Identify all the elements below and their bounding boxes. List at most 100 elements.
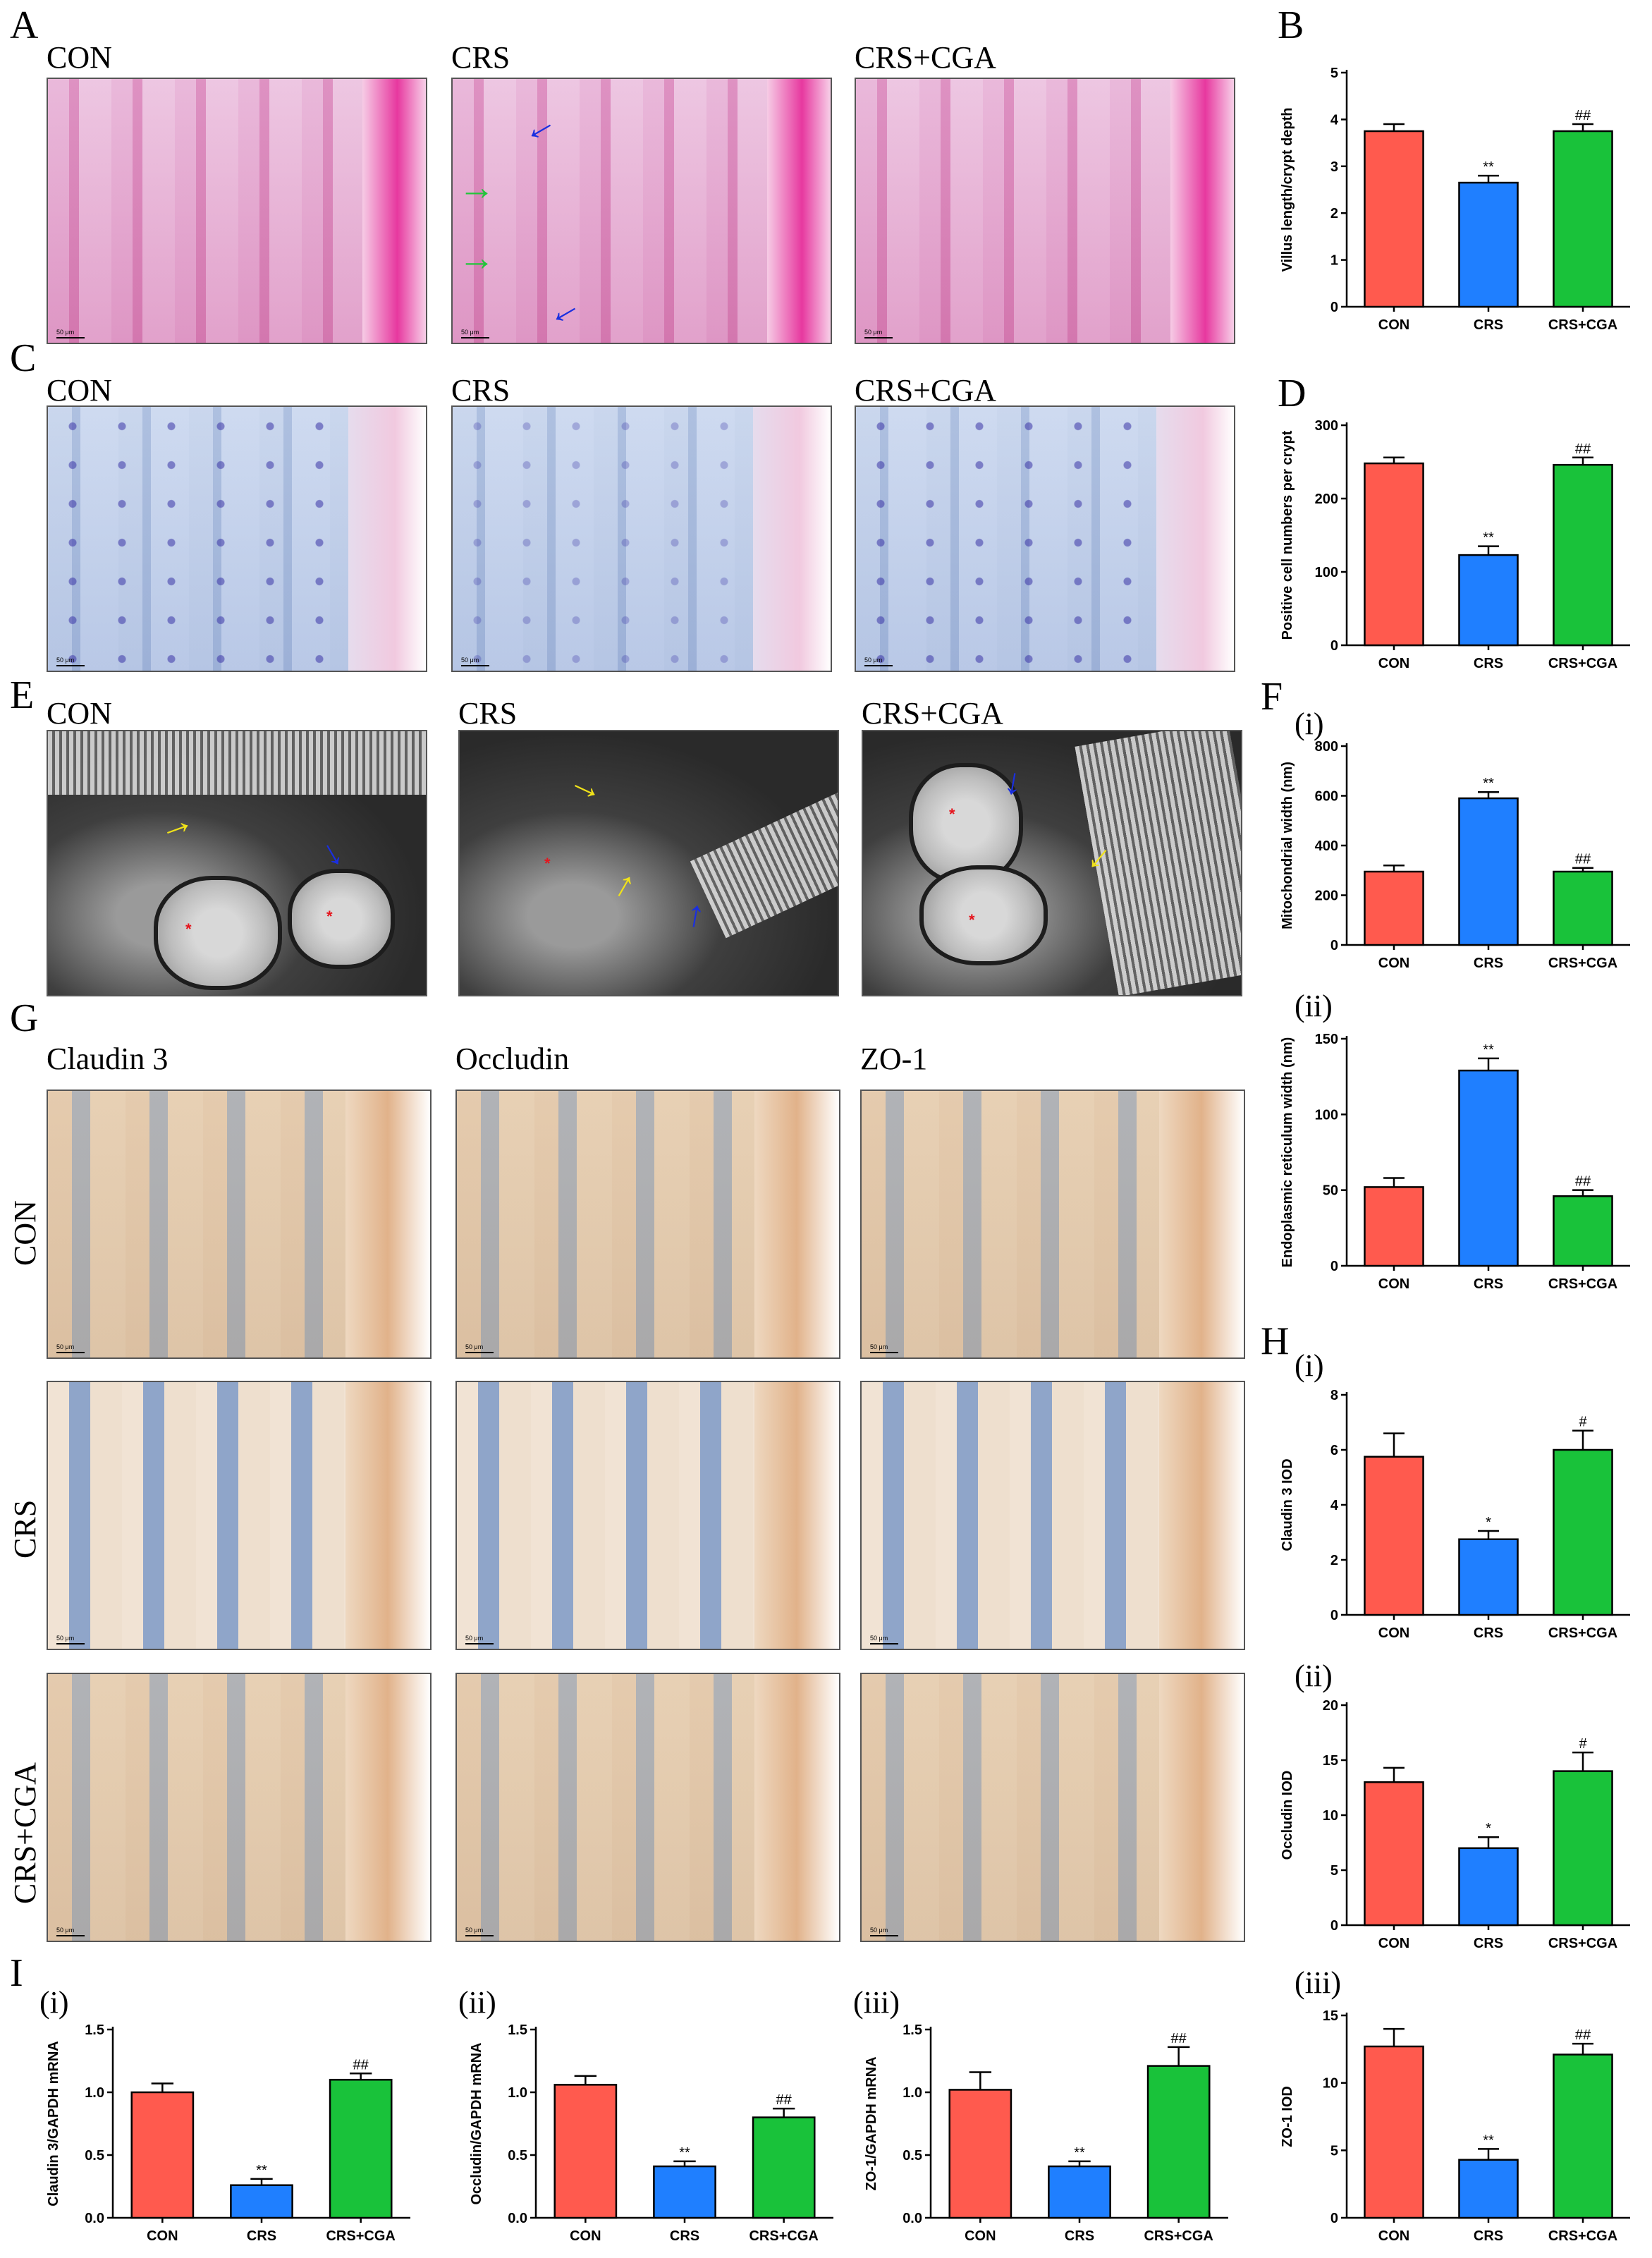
sublabel-i-iii: (iii) bbox=[853, 1985, 900, 2020]
significance-label: ## bbox=[1575, 2027, 1591, 2043]
bar bbox=[1364, 1186, 1424, 1267]
bar bbox=[1458, 1538, 1519, 1616]
bar bbox=[1553, 1448, 1613, 1616]
y-tick-label: 0.5 bbox=[85, 2148, 104, 2164]
row-label-con: CON bbox=[8, 1200, 42, 1266]
caption-a-crscga: CRS+CGA bbox=[855, 40, 996, 75]
y-tick-label: 3 bbox=[1330, 159, 1338, 175]
significance-label: ** bbox=[679, 2145, 690, 2161]
scale-bar: 50 μm bbox=[56, 657, 85, 666]
y-tick-label: 50 bbox=[1323, 1183, 1338, 1199]
pas-image-crs: 50 μm bbox=[451, 405, 832, 672]
panel-label-f: F bbox=[1261, 675, 1283, 719]
y-tick-label: 8 bbox=[1330, 1388, 1338, 1403]
scale-bar: 50 μm bbox=[870, 1927, 899, 1936]
sublabel-f-i: (i) bbox=[1295, 707, 1324, 741]
ihc-image-con-occludin: 50 μm bbox=[455, 1090, 840, 1359]
y-axis-label: Occludin IOD bbox=[1280, 1771, 1295, 1860]
y-tick-label: 1.0 bbox=[85, 2085, 104, 2101]
y-tick-label: 2 bbox=[1330, 206, 1338, 221]
bar bbox=[1458, 797, 1519, 946]
bar bbox=[653, 2165, 716, 2219]
panel-label-d: D bbox=[1278, 372, 1307, 415]
y-tick-label: 0 bbox=[1330, 300, 1338, 315]
sublabel-h-iii: (iii) bbox=[1295, 1965, 1341, 2000]
bar bbox=[230, 2184, 293, 2219]
x-tick-label: CRS+CGA bbox=[749, 2228, 818, 2244]
y-tick-label: 0.5 bbox=[508, 2148, 527, 2164]
chart-i-iii-zo1-mrna: ZO-1/GAPDH mRNA 0.0 0.5 1.0 1.5 CON ** CRS ## CRS… bbox=[864, 2022, 1228, 2244]
x-tick-label: CRS bbox=[1474, 317, 1503, 333]
y-tick-label: 100 bbox=[1315, 1107, 1338, 1123]
y-tick-label: 0 bbox=[1330, 938, 1338, 953]
significance-label: ## bbox=[1575, 441, 1591, 457]
bar bbox=[1553, 2053, 1613, 2219]
bar bbox=[130, 2091, 195, 2219]
significance-label: ** bbox=[1483, 2132, 1494, 2148]
x-tick-label: CON bbox=[1378, 317, 1409, 333]
y-tick-label: 200 bbox=[1315, 492, 1338, 507]
scale-bar: 50 μm bbox=[870, 1343, 899, 1353]
x-tick-label: CRS bbox=[1474, 656, 1503, 671]
y-tick-label: 800 bbox=[1315, 739, 1338, 755]
bar bbox=[1364, 2045, 1424, 2219]
x-tick-label: CRS bbox=[1474, 2228, 1503, 2244]
y-tick-label: 0 bbox=[1330, 2211, 1338, 2226]
blue-arrow-icon: → bbox=[995, 763, 1043, 807]
x-tick-label: CRS bbox=[1065, 2228, 1094, 2244]
blue-arrow-icon: ← bbox=[536, 281, 589, 336]
y-tick-label: 5 bbox=[1330, 1863, 1338, 1879]
nucleus-marker-icon: * bbox=[544, 855, 551, 872]
sublabel-f-ii: (ii) bbox=[1295, 989, 1333, 1023]
x-tick-label: CRS+CGA bbox=[1548, 1276, 1617, 1292]
bar bbox=[948, 2089, 1012, 2219]
y-axis-label: Mitochondrial width (nm) bbox=[1280, 762, 1295, 929]
ihc-image-con-zo1: 50 μm bbox=[860, 1090, 1245, 1359]
y-axis-label: Villus length/crypt depth bbox=[1280, 108, 1295, 272]
nucleus-marker-icon: * bbox=[969, 911, 975, 929]
x-tick-label: CRS+CGA bbox=[1548, 317, 1617, 333]
chart-f-i-mitochondrial-width: Mitochondrial width (nm) 0 200 400 600 800 CON… bbox=[1280, 739, 1630, 971]
x-tick-label: CON bbox=[1378, 656, 1409, 671]
bar bbox=[1458, 1847, 1519, 1927]
y-tick-label: 5 bbox=[1330, 66, 1338, 81]
scale-bar: 50 μm bbox=[465, 1927, 494, 1936]
x-tick-label: CRS+CGA bbox=[326, 2228, 395, 2244]
bar bbox=[1553, 130, 1613, 308]
x-tick-label: CRS bbox=[1474, 956, 1503, 971]
scale-bar: 50 μm bbox=[465, 1343, 494, 1353]
nucleus-marker-icon: * bbox=[326, 908, 333, 925]
panel-label-h: H bbox=[1261, 1319, 1290, 1363]
chart-h-ii-occludin-iod: Occludin IOD 0 5 10 15 20 CON * CRS # CRS+CGA bbox=[1280, 1698, 1630, 1951]
bar bbox=[1553, 1770, 1613, 1927]
bar bbox=[1553, 1195, 1613, 1267]
caption-a-crs: CRS bbox=[451, 40, 510, 75]
significance-label: ## bbox=[776, 2092, 793, 2108]
caption-e-crs: CRS bbox=[458, 696, 518, 731]
y-tick-label: 1.0 bbox=[508, 2085, 527, 2101]
row-label-crscga: CRS+CGA bbox=[8, 1762, 42, 1904]
x-tick-label: CRS+CGA bbox=[1548, 1625, 1617, 1641]
y-tick-label: 600 bbox=[1315, 789, 1338, 805]
y-axis-label: Claudin 3/GAPDH mRNA bbox=[46, 2041, 61, 2206]
y-axis-label: ZO-1 IOD bbox=[1280, 2086, 1295, 2147]
significance-label: ## bbox=[353, 2057, 369, 2073]
y-tick-label: 4 bbox=[1330, 112, 1339, 128]
x-tick-label: CRS+CGA bbox=[1548, 956, 1617, 971]
caption-c-crscga: CRS+CGA bbox=[855, 373, 996, 408]
y-tick-label: 10 bbox=[1323, 2076, 1338, 2092]
y-tick-label: 15 bbox=[1323, 2008, 1338, 2024]
y-axis-label: ZO-1/GAPDH mRNA bbox=[864, 2056, 879, 2190]
y-tick-label: 200 bbox=[1315, 889, 1338, 904]
row-label-crs: CRS bbox=[8, 1499, 42, 1558]
ihc-image-crscga-claudin3: 50 μm bbox=[47, 1673, 432, 1942]
significance-label: ## bbox=[1575, 852, 1591, 867]
he-image-crscga: 50 μm bbox=[855, 78, 1235, 344]
x-tick-label: CON bbox=[1378, 1276, 1409, 1292]
caption-c-con: CON bbox=[47, 373, 112, 408]
scale-bar: 50 μm bbox=[56, 1635, 85, 1644]
scale-bar: 50 μm bbox=[864, 329, 893, 338]
bar bbox=[1458, 181, 1519, 308]
bar bbox=[752, 2116, 816, 2219]
chart-b-villus-ratio: Villus length/crypt depth 0 1 2 3 4 5 CON ** CRS #… bbox=[1280, 66, 1630, 333]
